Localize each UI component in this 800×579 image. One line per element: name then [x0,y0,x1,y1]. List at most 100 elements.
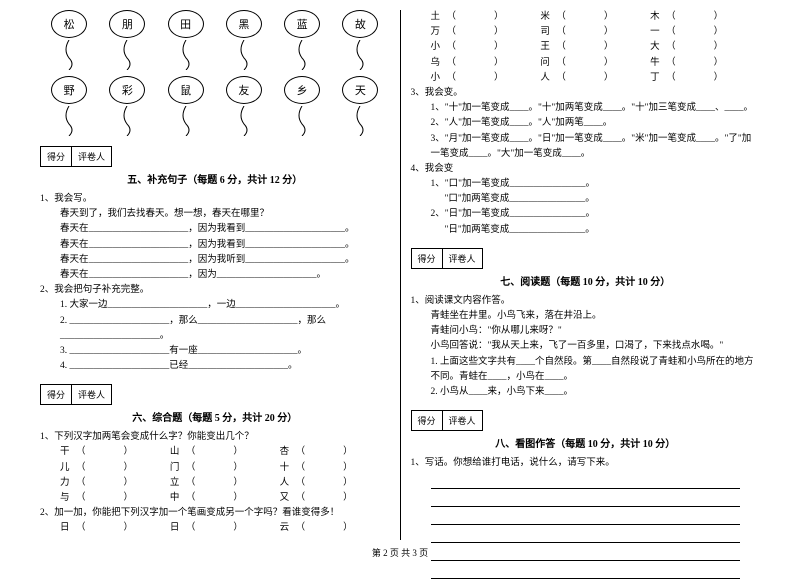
char-label: 司 [540,25,556,40]
char-label: 山 [170,445,186,460]
char-label: 万 [431,25,447,40]
paren-blank: （ ） [666,10,723,25]
q5-2-1: 1. 大家一边_____________________，一边_________… [40,298,390,313]
char-label: 与 [60,491,76,506]
balloon-char: 黑 [226,10,262,38]
paren-blank: （ ） [666,71,723,86]
char-label: 牛 [650,56,666,71]
char-label: 干 [60,445,76,460]
paren-blank: （ ） [186,491,243,506]
char-label: 十 [280,461,296,476]
char-label: 日 [60,521,76,536]
paren-blank: （ ） [556,10,613,25]
write-line [431,565,741,579]
q5-1-line2: 春天在_____________________，因为我看到__________… [40,238,390,253]
char-label: 又 [280,491,296,506]
q3-head: 3、我会变。 [411,86,761,101]
q4-1: 1、"口"加一笔变成________________。 [411,177,761,192]
paren-blank: （ ） [76,476,133,491]
paren-blank: （ ） [666,25,723,40]
paren-blank: （ ） [447,71,504,86]
balloon: 天 [340,76,380,136]
q6-2-head: 2、加一加，你能把下列汉字加一个笔画变成另一个字吗？看谁变得多！ [40,506,390,521]
char-label: 米 [540,10,556,25]
char-row: 小（ ）人（ ）丁（ ） [411,71,761,86]
paren-blank: （ ） [296,491,353,506]
q3-3: 3、"月"加一笔变成____。"日"加一笔变成____。"米"加一笔变成____… [411,132,761,162]
paren-blank: （ ） [666,40,723,55]
char-label: 土 [431,10,447,25]
paren-blank: （ ） [186,461,243,476]
char-row: 万（ ）司（ ）一（ ） [411,25,761,40]
balloon: 彩 [107,76,147,136]
q5-1-intro: 春天到了，我们去找春天。想一想，春天在哪里？ [40,207,390,222]
paren-blank: （ ） [186,445,243,460]
write-line [431,529,741,543]
balloon-char: 友 [226,76,262,104]
char-row: 干（ ）山（ ）杏（ ） [40,445,390,460]
char-row: 乌（ ）问（ ）牛（ ） [411,56,761,71]
q7-l2: 青蛙问小鸟："你从哪儿来呀？" [411,324,761,339]
balloon-char: 野 [51,76,87,104]
char-row: 力（ ）立（ ）人（ ） [40,476,390,491]
q3-2: 2、"人"加一笔变成____。"人"加两笔____。 [411,116,761,131]
char-label: 力 [60,476,76,491]
write-line [431,493,741,507]
balloon: 朋 [107,10,147,70]
paren-blank: （ ） [296,461,353,476]
paren-blank: （ ） [556,56,613,71]
write-line [431,511,741,525]
q5-1-line1: 春天在_____________________，因为我看到__________… [40,222,390,237]
balloon-char: 乡 [284,76,320,104]
q5-2-3: 3. _____________________有一座_____________… [40,344,390,359]
balloon-string-icon [282,106,322,136]
balloon-char: 故 [342,10,378,38]
paren-blank: （ ） [556,40,613,55]
balloon-char: 蓝 [284,10,320,38]
page-footer: 第 2 页 共 3 页 [0,546,800,559]
q3-1: 1、"十"加一笔变成____。"十"加两笔变成____。"十"加三笔变成____… [411,101,761,116]
char-label: 小 [431,71,447,86]
char-label: 王 [540,40,556,55]
score-box: 得分 评卷人 [411,410,761,431]
score-box: 得分 评卷人 [411,248,761,269]
char-label: 杏 [280,445,296,460]
char-label: 木 [650,10,666,25]
paren-blank: （ ） [186,476,243,491]
paren-blank: （ ） [296,476,353,491]
balloon: 黑 [224,10,264,70]
paren-blank: （ ） [447,56,504,71]
char-label: 儿 [60,461,76,476]
balloons-row-1: 松朋田黑蓝故 [40,10,390,70]
q4-2b: "日"加两笔变成________________。 [411,223,761,238]
q5-1-line3: 春天在_____________________，因为我听到__________… [40,253,390,268]
balloons-row-2: 野彩鼠友乡天 [40,76,390,136]
char-label: 丁 [650,71,666,86]
char-row: 土（ ）米（ ）木（ ） [411,10,761,25]
balloon-char: 松 [51,10,87,38]
q5-1-head: 1、我会写。 [40,192,390,207]
balloon-char: 天 [342,76,378,104]
q6-1-head: 1、下列汉字加两笔会变成什么字？你能变出几个？ [40,430,390,445]
balloon: 松 [49,10,89,70]
q7-l3: 小鸟回答说："我从天上来，飞了一百多里，口渴了，下来找点水喝。" [411,339,761,354]
paren-blank: （ ） [447,10,504,25]
char-row: 与（ ）中（ ）又（ ） [40,491,390,506]
q7-l5: 2. 小鸟从____来，小鸟下来____。 [411,385,761,400]
paren-blank: （ ） [447,40,504,55]
balloon-string-icon [107,40,147,70]
section-5-title: 五、补充句子（每题 6 分，共计 12 分） [40,171,390,186]
balloon: 田 [166,10,206,70]
balloon-char: 田 [168,10,204,38]
balloon-string-icon [224,106,264,136]
char-row: 日（ ）日（ ）云（ ） [40,521,390,536]
balloon: 乡 [282,76,322,136]
paren-blank: （ ） [296,445,353,460]
char-label: 人 [280,476,296,491]
score-box: 得分 评卷人 [40,384,390,405]
balloon: 野 [49,76,89,136]
char-label: 问 [540,56,556,71]
score-box: 得分 评卷人 [40,146,390,167]
char-label: 小 [431,40,447,55]
section-7-title: 七、阅读题（每题 10 分，共计 10 分） [411,273,761,288]
